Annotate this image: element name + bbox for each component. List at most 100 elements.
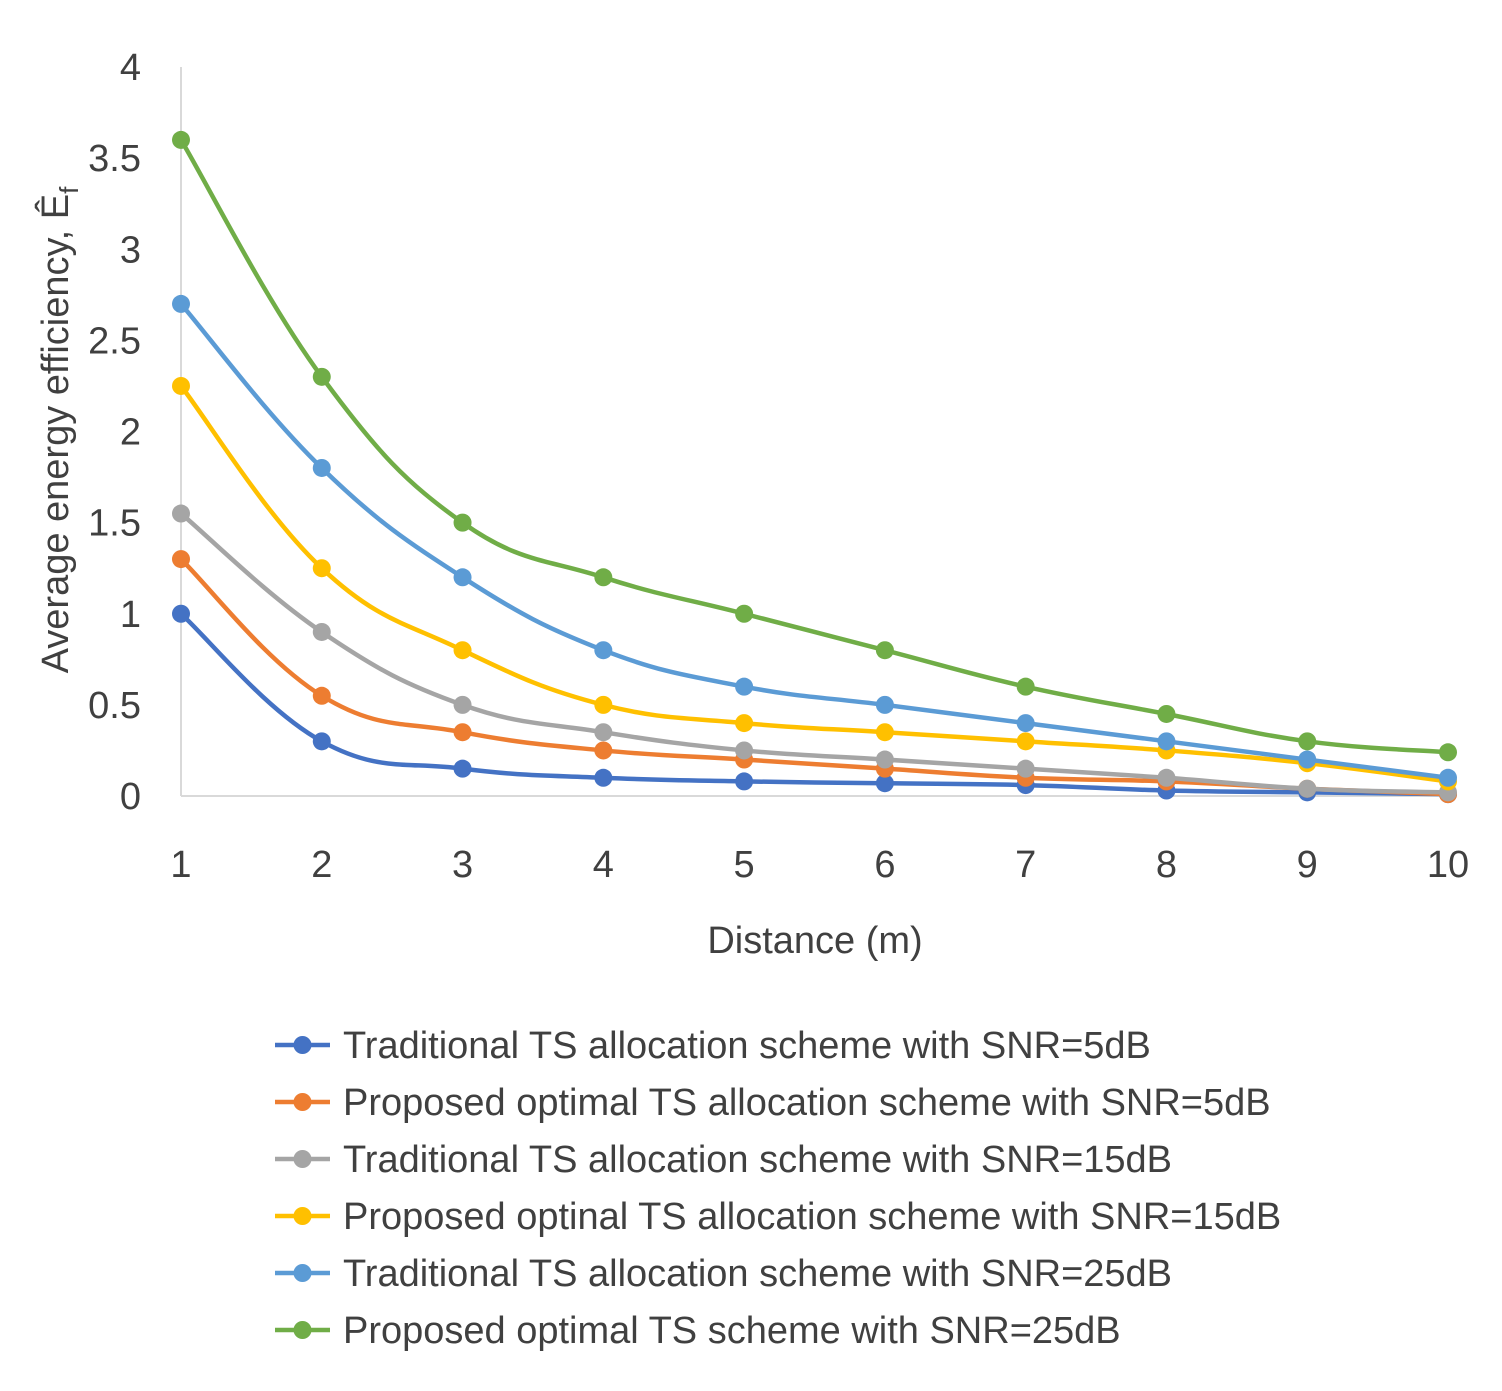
data-point [312, 559, 331, 578]
x-tick-label: 9 [1297, 844, 1318, 886]
data-point [875, 750, 894, 769]
data-point [1298, 779, 1317, 798]
data-point [1016, 714, 1035, 733]
x-tick-label: 6 [874, 844, 895, 886]
data-point [875, 641, 894, 660]
x-axis-title: Distance (m) [707, 920, 922, 962]
series-line [178, 383, 1451, 784]
y-tick-label: 1.5 [88, 503, 141, 545]
data-point [172, 376, 190, 395]
data-point [735, 741, 754, 760]
series-line [178, 611, 1451, 797]
data-point [594, 568, 613, 587]
data-point [1016, 732, 1035, 751]
series-1 [172, 604, 1457, 804]
data-point [1016, 677, 1035, 696]
legend-swatch-marker [293, 1150, 312, 1168]
data-point [735, 772, 754, 791]
y-axis-title: Average energy efficiency, Êf [34, 186, 84, 674]
data-point [875, 695, 894, 714]
x-tick-label: 5 [734, 844, 755, 886]
legend-label: Proposed optimal TS scheme with SNR=25dB [343, 1310, 1121, 1352]
x-tick-label: 2 [311, 844, 332, 886]
data-point [453, 568, 472, 587]
data-point [172, 294, 190, 313]
data-point [453, 723, 472, 742]
data-point [312, 367, 331, 386]
legend-item: Proposed optimal TS allocation scheme wi… [275, 1082, 1271, 1124]
legend-item: Traditional TS allocation scheme with SN… [275, 1025, 1151, 1067]
legend-item: Proposed optimal TS scheme with SNR=25dB [275, 1310, 1121, 1352]
legend-swatch-marker [293, 1036, 312, 1054]
x-tick-label: 3 [452, 844, 473, 886]
series-5 [172, 294, 1457, 787]
legend-label: Traditional TS allocation scheme with SN… [343, 1253, 1172, 1295]
legend-item: Proposed optinal TS allocation scheme wi… [275, 1196, 1281, 1238]
data-point [312, 458, 331, 477]
data-point [594, 768, 613, 787]
series-line [178, 137, 1451, 755]
data-point [453, 695, 472, 714]
data-point [1439, 743, 1457, 762]
y-tick-label: 0.5 [88, 685, 141, 727]
data-point [875, 774, 894, 793]
data-point [312, 686, 331, 705]
series-4 [172, 376, 1457, 791]
legend-label: Traditional TS allocation scheme with SN… [343, 1025, 1151, 1067]
legend-item: Traditional TS allocation scheme with SN… [275, 1139, 1172, 1181]
data-point [312, 732, 331, 751]
y-tick-label: 0 [120, 776, 141, 818]
legend-item: Traditional TS allocation scheme with SN… [275, 1253, 1172, 1295]
y-axis-title-main: Average energy efficiency, Ê [34, 194, 77, 674]
data-point [594, 695, 613, 714]
series-layer [172, 130, 1457, 804]
y-tick-label: 4 [120, 47, 141, 89]
y-tick-label: 3.5 [88, 138, 141, 180]
series-line [178, 301, 1451, 781]
data-point [1298, 732, 1317, 751]
data-point [594, 723, 613, 742]
legend-swatch-marker [293, 1264, 312, 1282]
data-point [1439, 768, 1457, 787]
data-point [735, 714, 754, 733]
legend-label: Traditional TS allocation scheme with SN… [343, 1139, 1172, 1181]
data-point [453, 641, 472, 660]
data-point [1157, 732, 1176, 751]
data-point [453, 759, 472, 778]
x-tick-label: 1 [170, 844, 191, 886]
data-point [1298, 750, 1317, 769]
legend-swatch-marker [293, 1207, 312, 1225]
data-point [594, 641, 613, 660]
axes [180, 67, 1448, 797]
tick-labels: 0 0.5 1 1.5 2 2.5 3 3.5 4 1 2 3 4 5 6 7 8 9 10 [88, 47, 1469, 886]
series-6 [172, 130, 1457, 762]
series-line [178, 511, 1451, 795]
data-point [1016, 759, 1035, 778]
y-tick-label: 1 [120, 594, 141, 636]
y-axis-title-subscript: f [54, 186, 84, 194]
data-point [172, 130, 190, 149]
y-tick-label: 2.5 [88, 320, 141, 362]
legend: Traditional TS allocation scheme with SN… [275, 1025, 1281, 1352]
data-point [172, 550, 190, 569]
x-tick-label: 10 [1427, 844, 1469, 886]
legend-label: Proposed optimal TS allocation scheme wi… [343, 1082, 1271, 1124]
data-point [453, 513, 472, 532]
data-point [735, 677, 754, 696]
data-point [735, 604, 754, 623]
data-point [594, 741, 613, 760]
legend-label: Proposed optinal TS allocation scheme wi… [343, 1196, 1281, 1238]
x-tick-label: 7 [1015, 844, 1036, 886]
legend-swatch-marker [293, 1321, 312, 1339]
data-point [172, 604, 190, 623]
data-point [1157, 768, 1176, 787]
data-point [312, 622, 331, 641]
data-point [875, 723, 894, 742]
series-2 [172, 550, 1457, 804]
y-tick-label: 2 [120, 412, 141, 454]
x-tick-label: 8 [1156, 844, 1177, 886]
data-point [1157, 704, 1176, 723]
y-tick-label: 3 [120, 229, 141, 271]
